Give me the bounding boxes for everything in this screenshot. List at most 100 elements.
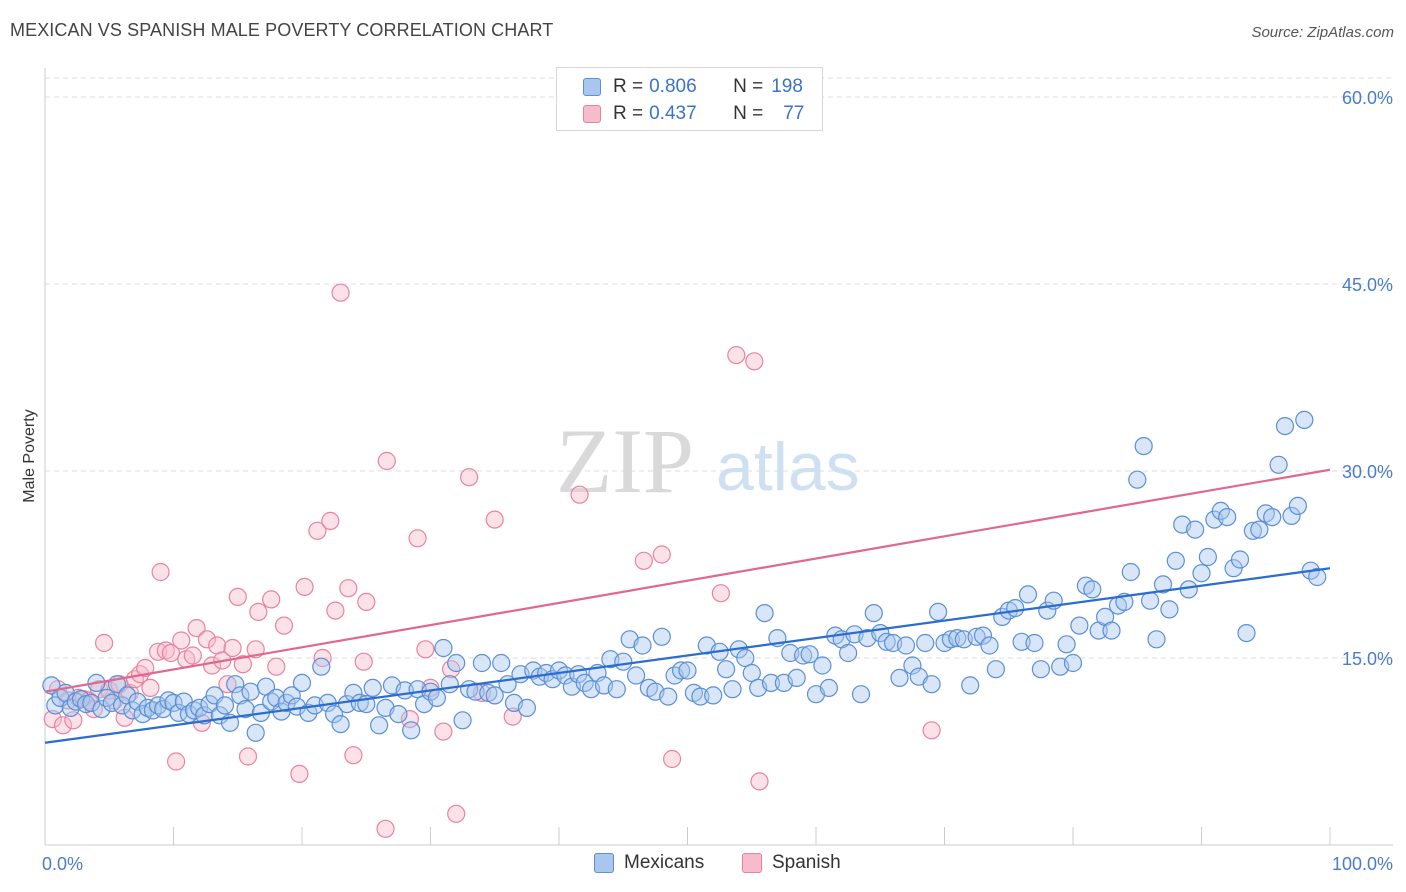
mexicans-point (517, 698, 537, 718)
watermark-zip: ZIP (556, 410, 694, 512)
spanish-point (376, 819, 395, 838)
mexicans-point (200, 694, 219, 714)
spanish-point (274, 616, 294, 635)
mexicans-point (678, 661, 697, 680)
mexicans-point (941, 630, 961, 649)
spanish-point (408, 529, 427, 548)
r-value: 0.806 (649, 76, 697, 97)
mexicans-point (761, 673, 781, 693)
spanish-legend-swatch (742, 853, 762, 873)
mexicans-point (851, 685, 871, 704)
spanish-point (727, 346, 746, 365)
spanish-point (344, 746, 363, 765)
mexicans-point (427, 688, 446, 708)
mexicans-point (241, 682, 260, 701)
spanish-point (223, 638, 242, 658)
spanish-point (233, 655, 252, 674)
mexicans-point (331, 714, 350, 734)
mexicans-point (659, 687, 678, 706)
gridlines (45, 77, 1393, 659)
legend-item-mexicans[interactable]: Mexicans (594, 852, 704, 874)
mexicans-point (485, 686, 504, 705)
spanish-point (421, 678, 440, 698)
mexicans-trend-line (44, 567, 1331, 744)
y-tick-label: 45.0% (1342, 275, 1393, 295)
spanish-point (416, 640, 435, 659)
mexicans-point (1237, 623, 1256, 643)
series-legend: Mexicans Spanish (0, 852, 1406, 878)
mexicans-point (292, 673, 312, 693)
mexicans-point (986, 660, 1006, 679)
mexicans-point (185, 701, 204, 720)
watermark: ZIP atlas (556, 410, 860, 512)
mexicans-point (226, 675, 245, 694)
mexicans-point (434, 638, 453, 658)
spanish-point (187, 618, 206, 638)
stats-legend-row-mexicans: R = 0.806 N = 198 (557, 72, 803, 102)
mexicans-point (787, 668, 806, 688)
mexicans-point (92, 699, 111, 719)
mexicans-point (1275, 417, 1295, 436)
y-tick-label: 30.0% (1342, 462, 1393, 482)
mexicans-point (890, 668, 909, 688)
spanish-point (295, 577, 314, 597)
mexicans-point (370, 716, 389, 735)
r-label: R = (613, 76, 644, 97)
spanish-point (321, 511, 340, 531)
mexicans-point (819, 678, 839, 698)
mexicans-point (723, 680, 742, 699)
spanish-point (197, 630, 216, 649)
mexicans-point (1063, 653, 1083, 673)
mexicans-point (1070, 616, 1089, 635)
legend-item-spanish[interactable]: Spanish (742, 852, 841, 874)
spanish-point (357, 592, 376, 612)
mexicans-point (928, 602, 948, 622)
r-label: R = (613, 103, 644, 124)
mexicans-point (813, 656, 832, 675)
spanish-point (238, 747, 258, 766)
mexicans-point (402, 721, 421, 740)
spanish-point (662, 749, 682, 769)
mexicans-point (215, 696, 234, 715)
mexicans-point (492, 653, 511, 673)
mexicans-point (246, 723, 265, 742)
spanish-point (161, 643, 180, 663)
spanish-point (570, 485, 589, 504)
spanish-point (308, 521, 327, 540)
spanish-point (151, 562, 170, 582)
mexicans-point (652, 627, 671, 646)
mexicans-point (607, 680, 626, 699)
mexicans-point (896, 636, 916, 655)
x-tick-label: 0.0% (42, 854, 83, 874)
spanish-point (460, 468, 479, 487)
mexicans-point (1006, 598, 1025, 618)
mexicans-swatch (583, 78, 601, 96)
axes (44, 68, 1393, 846)
stats-legend: R = 0.806 N = 198 R = 0.437 N = 77 (556, 67, 823, 131)
mexicans-point (453, 711, 472, 730)
spanish-point (434, 722, 453, 741)
spanish-point (290, 764, 309, 784)
mexicans-point (1243, 521, 1263, 540)
mexicans-point (447, 653, 466, 673)
mexicans-point (1269, 455, 1288, 474)
mexicans-point (903, 656, 922, 675)
spanish-point (331, 283, 350, 302)
mexicans-point (633, 636, 652, 655)
spanish-point (750, 772, 769, 791)
spanish-point (228, 587, 247, 607)
mexicans-point (159, 691, 178, 710)
spanish-point (53, 716, 73, 735)
spanish-point (262, 590, 281, 609)
source-credit: Source: ZipAtlas.com (1251, 24, 1394, 41)
mexicans-point (267, 688, 286, 708)
mexicans-point (1192, 564, 1211, 583)
mexicans-point (877, 632, 896, 651)
mexicans-point (1134, 437, 1153, 456)
spanish-point (43, 709, 62, 729)
tick-labels: 15.0% 30.0% 45.0% 60.0% 0.0% 100.0% (42, 88, 1393, 874)
mexicans-point (916, 633, 935, 653)
mexicans-point (755, 603, 774, 623)
chart-title: MEXICAN VS SPANISH MALE POVERTY CORRELAT… (10, 20, 554, 40)
